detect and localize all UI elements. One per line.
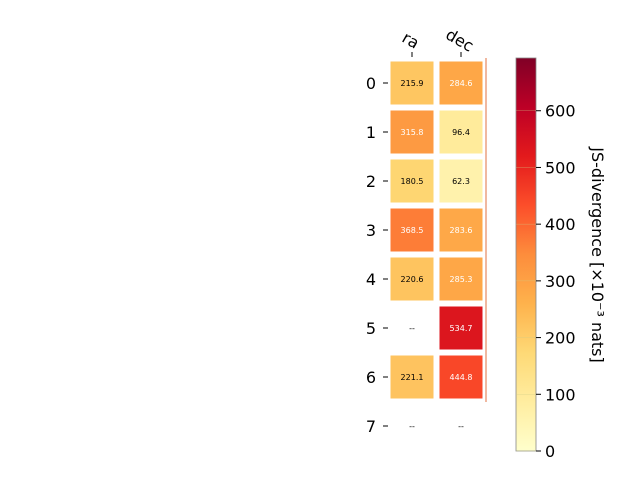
- missing-value-label: --: [409, 422, 415, 431]
- heatmap-cells: 215.9 284.6 315.8 96.4 180.5 62.3 368.5 283.6 22…: [388, 59, 485, 431]
- cell-value-label: 215.9: [401, 79, 424, 88]
- cell-value-label: 221.1: [401, 373, 424, 382]
- cell-value-label: 220.6: [401, 275, 424, 284]
- heatmap-cell: [437, 108, 485, 156]
- cell-value-label: 315.8: [401, 128, 424, 137]
- cell-value-label: 368.5: [401, 226, 424, 235]
- colorbar-tick-label: 600: [545, 102, 576, 121]
- cell-value-label: 283.6: [450, 226, 473, 235]
- cell-value-label: 180.5: [401, 177, 424, 186]
- row-label: 7: [366, 417, 376, 436]
- row-label: 2: [366, 172, 376, 191]
- heatmap-cell: [437, 59, 485, 107]
- colorbar-fill: [515, 57, 537, 452]
- colorbar-tick-label: 0: [545, 442, 555, 461]
- row-label: 5: [366, 319, 376, 338]
- row-label: 0: [366, 74, 376, 93]
- row-label: 3: [366, 221, 376, 240]
- heatmap-cell: [437, 304, 485, 352]
- missing-value-label: --: [458, 422, 464, 431]
- column-labels: ra dec: [399, 25, 477, 57]
- row-label: 6: [366, 368, 376, 387]
- heatmap-cell: [388, 353, 436, 401]
- colorbar-label: JS-divergence [×10⁻³ nats]: [588, 146, 607, 362]
- heatmap-cell: [388, 255, 436, 303]
- colorbar-tick-label: 300: [545, 272, 576, 291]
- colorbar: 0 100 200 300 400 500 600: [515, 57, 576, 461]
- heatmap-cell: [388, 157, 436, 205]
- heatmap-cell: [388, 108, 436, 156]
- cell-value-label: 284.6: [450, 79, 473, 88]
- heatmap-cell: [388, 206, 436, 254]
- colorbar-tick-label: 100: [545, 385, 576, 404]
- heatmap-cell: [437, 255, 485, 303]
- heatmap-cell: [388, 59, 436, 107]
- row-label: 1: [366, 123, 376, 142]
- cell-value-label: 62.3: [452, 177, 470, 186]
- row-label: 4: [366, 270, 376, 289]
- cell-value-label: 444.8: [450, 373, 473, 382]
- cell-value-label: 285.3: [450, 275, 473, 284]
- heatmap-cell: [437, 157, 485, 205]
- column-label-dec: dec: [443, 25, 477, 56]
- cell-value-label: 534.7: [450, 324, 473, 333]
- colorbar-tick-label: 400: [545, 215, 576, 234]
- row-labels: 0 1 2 3 4 5 6 7: [366, 74, 388, 436]
- heatmap-cell: [437, 353, 485, 401]
- colorbar-tick-label: 500: [545, 158, 576, 177]
- colorbar-tick-label: 200: [545, 329, 576, 348]
- heatmap-cell: [437, 206, 485, 254]
- cell-value-label: 96.4: [452, 128, 470, 137]
- column-label-ra: ra: [399, 28, 423, 53]
- missing-value-label: --: [409, 324, 415, 333]
